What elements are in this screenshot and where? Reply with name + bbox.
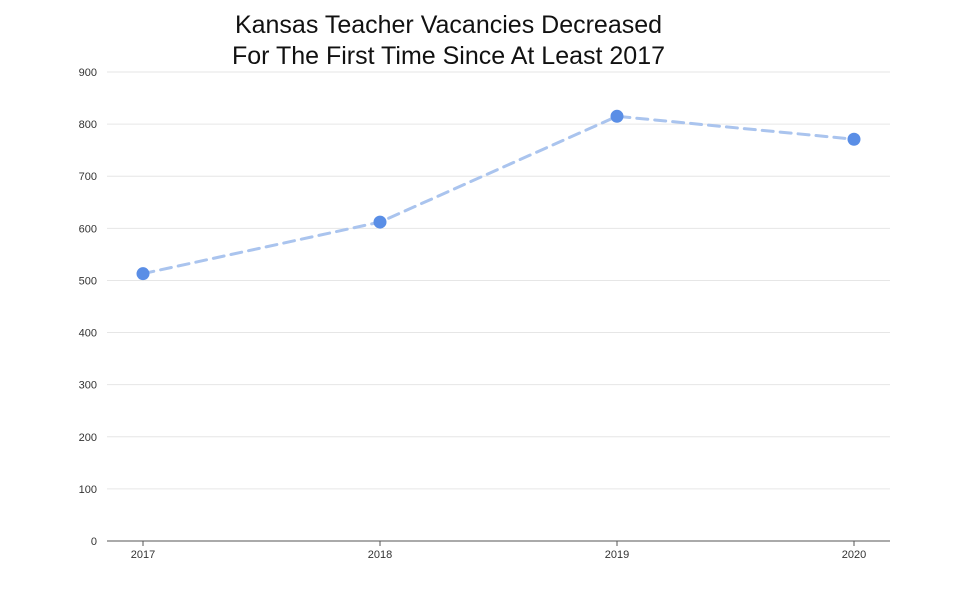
chart-title-line-1: Kansas Teacher Vacancies Decreased (234, 11, 663, 39)
chart-title: Kansas Teacher Vacancies Decreased For T… (0, 10, 897, 72)
y-tick-label: 800 (79, 119, 97, 131)
y-tick-label: 900 (79, 67, 97, 79)
x-tick-label: 2018 (368, 549, 392, 561)
y-tick-label: 300 (79, 380, 97, 392)
data-point (610, 109, 624, 123)
y-tick-label: 400 (79, 328, 97, 340)
y-tick-label: 600 (79, 223, 97, 235)
y-tick-label: 200 (79, 432, 97, 444)
y-tick-label: 100 (79, 484, 97, 496)
data-point (136, 267, 150, 281)
data-point (373, 215, 387, 229)
y-tick-label: 500 (79, 275, 97, 287)
x-tick-label: 2017 (131, 549, 155, 561)
y-tick-label: 0 (91, 536, 97, 548)
x-tick-label: 2019 (605, 549, 629, 561)
data-point (847, 132, 861, 146)
y-tick-label: 700 (79, 171, 97, 183)
series-line (141, 114, 856, 276)
chart-title-line-2: For The First Time Since At Least 2017 (231, 42, 666, 70)
x-tick-label: 2020 (842, 549, 866, 561)
